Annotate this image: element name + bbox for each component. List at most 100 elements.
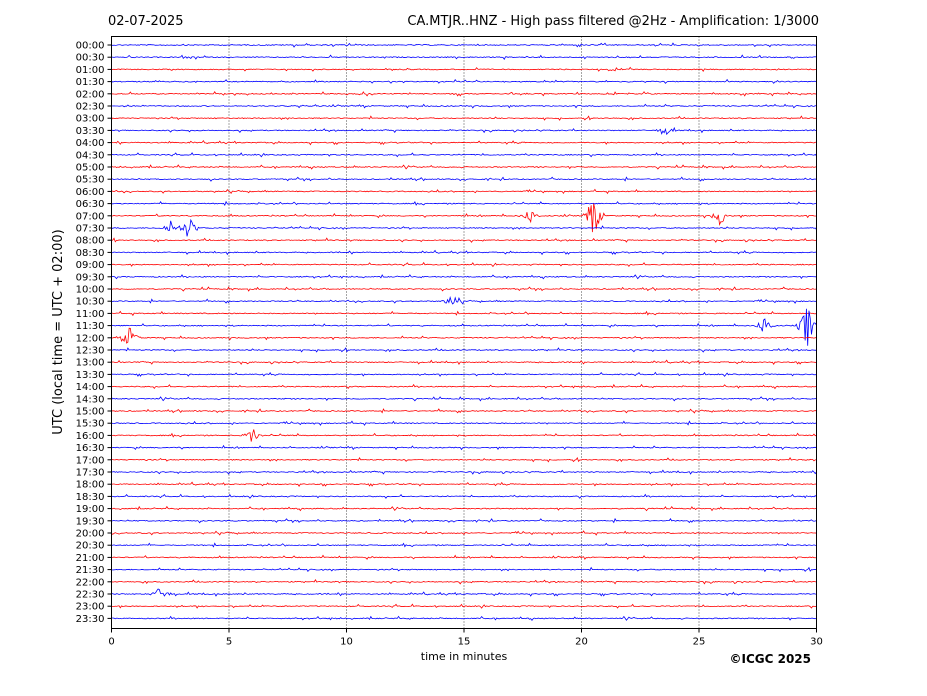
trace-line bbox=[111, 579, 817, 585]
y-tick-label: 07:30 bbox=[76, 224, 105, 235]
y-tick-label: 19:00 bbox=[76, 504, 105, 515]
trace-line bbox=[111, 139, 817, 146]
y-tick-label: 15:30 bbox=[76, 419, 105, 430]
y-tick-label: 13:30 bbox=[76, 370, 105, 381]
x-tick-label: 20 bbox=[575, 637, 588, 648]
trace-line bbox=[111, 200, 817, 206]
trace-line bbox=[111, 408, 817, 414]
trace-line bbox=[111, 530, 817, 536]
x-tick-label: 25 bbox=[693, 637, 706, 648]
trace-line bbox=[111, 481, 817, 487]
y-tick-label: 04:30 bbox=[76, 150, 105, 161]
x-tick-label: 15 bbox=[458, 637, 471, 648]
trace-line bbox=[111, 420, 817, 426]
y-tick-label: 16:30 bbox=[76, 443, 105, 454]
trace-line bbox=[111, 164, 817, 170]
trace-line bbox=[111, 429, 817, 442]
trace-line bbox=[111, 396, 817, 402]
y-tick-label: 22:00 bbox=[76, 577, 105, 588]
trace-line bbox=[111, 218, 817, 237]
grid-lines bbox=[228, 36, 700, 629]
trace-line bbox=[111, 203, 817, 233]
trace-line bbox=[111, 493, 817, 499]
x-axis-label: time in minutes bbox=[421, 650, 508, 663]
trace-line bbox=[111, 42, 817, 48]
trace-line bbox=[111, 296, 817, 305]
y-tick-label: 12:30 bbox=[76, 346, 105, 357]
y-tick-label: 19:30 bbox=[76, 516, 105, 527]
trace-line bbox=[111, 152, 817, 158]
y-tick-label: 22:30 bbox=[76, 590, 105, 601]
y-tick-label: 10:00 bbox=[76, 285, 105, 296]
trace-line bbox=[111, 261, 817, 268]
y-tick-label: 16:00 bbox=[76, 431, 105, 442]
trace-line bbox=[111, 308, 817, 346]
trace-line bbox=[111, 327, 817, 344]
trace-line bbox=[111, 371, 817, 377]
y-tick-label: 11:30 bbox=[76, 321, 105, 332]
trace-line bbox=[111, 615, 817, 621]
x-tick-label: 10 bbox=[340, 637, 353, 648]
trace-line bbox=[111, 566, 817, 573]
trace-line bbox=[111, 103, 817, 109]
trace-line bbox=[111, 505, 817, 512]
trace-line bbox=[111, 359, 817, 365]
trace-line bbox=[111, 444, 817, 451]
y-axis-label: UTC (local time = UTC + 02:00) bbox=[51, 229, 66, 434]
y-tick-label: 09:00 bbox=[76, 260, 105, 271]
trace-line bbox=[111, 115, 817, 121]
y-tick-label: 01:30 bbox=[76, 77, 105, 88]
trace-line bbox=[111, 126, 817, 136]
date-label: 02-07-2025 bbox=[108, 14, 184, 29]
trace-line bbox=[111, 91, 817, 97]
chart-title: CA.MTJR..HNZ - High pass filtered @2Hz -… bbox=[407, 14, 819, 29]
x-tick-label: 0 bbox=[108, 637, 114, 648]
y-tick-label: 12:00 bbox=[76, 333, 105, 344]
y-tick-label: 18:00 bbox=[76, 480, 105, 491]
y-tick-label: 20:30 bbox=[76, 541, 105, 552]
x-tick-label: 5 bbox=[226, 637, 232, 648]
trace-line bbox=[111, 588, 817, 597]
y-tick-label: 00:00 bbox=[76, 41, 105, 52]
y-tick-label: 17:00 bbox=[76, 455, 105, 466]
x-tick-labels: 0 5 10 15 20 25 30 bbox=[108, 628, 823, 648]
y-tick-label: 05:00 bbox=[76, 163, 105, 174]
y-tick-label: 15:00 bbox=[76, 407, 105, 418]
trace-line bbox=[111, 286, 817, 292]
trace-line bbox=[111, 78, 817, 84]
trace-group bbox=[111, 42, 817, 621]
y-tick-label: 03:00 bbox=[76, 114, 105, 125]
trace-line bbox=[111, 554, 817, 561]
x-tick-label: 30 bbox=[810, 637, 823, 648]
y-tick-label: 03:30 bbox=[76, 126, 105, 137]
y-tick-label: 14:30 bbox=[76, 394, 105, 405]
y-tick-label: 04:00 bbox=[76, 138, 105, 149]
y-tick-label: 10:30 bbox=[76, 297, 105, 308]
y-tick-label: 21:30 bbox=[76, 565, 105, 576]
trace-line bbox=[111, 542, 817, 548]
y-tick-label: 14:00 bbox=[76, 382, 105, 393]
trace-line bbox=[111, 54, 817, 60]
y-tick-label: 17:30 bbox=[76, 468, 105, 479]
trace-line bbox=[111, 249, 817, 256]
trace-line bbox=[111, 469, 817, 475]
plot-frame bbox=[111, 36, 817, 629]
trace-line bbox=[111, 237, 817, 243]
y-tick-label: 07:00 bbox=[76, 211, 105, 222]
trace-line bbox=[111, 274, 817, 280]
y-tick-label: 00:30 bbox=[76, 53, 105, 64]
y-tick-label: 02:00 bbox=[76, 89, 105, 100]
trace-line bbox=[111, 66, 817, 72]
y-tick-label: 18:30 bbox=[76, 492, 105, 503]
y-tick-label: 20:00 bbox=[76, 529, 105, 540]
trace-line bbox=[111, 603, 817, 609]
copyright-label: ©ICGC 2025 bbox=[729, 652, 811, 666]
trace-line bbox=[111, 383, 817, 390]
trace-line bbox=[111, 456, 817, 463]
y-tick-label: 06:30 bbox=[76, 199, 105, 210]
y-tick-label: 23:00 bbox=[76, 602, 105, 613]
y-tick-label: 05:30 bbox=[76, 175, 105, 186]
y-tick-label: 01:00 bbox=[76, 65, 105, 76]
